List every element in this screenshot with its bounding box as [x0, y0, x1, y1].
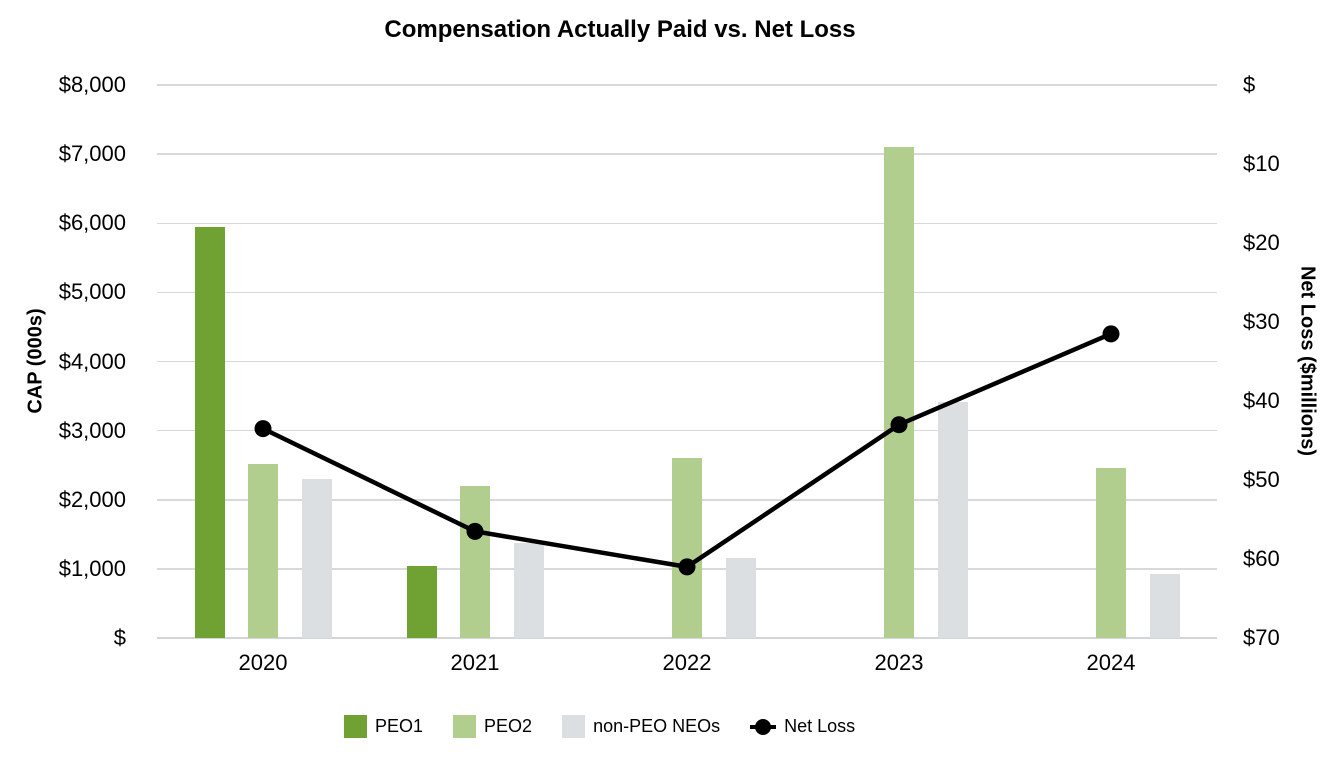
left-axis-tick-label: $6,000: [58, 210, 126, 236]
left-axis-tick-label: $: [113, 625, 126, 650]
legend-item-peo2: PEO2: [453, 715, 532, 738]
bar-peo2-2022: [672, 458, 702, 638]
left-axis-tick-label: $1,000: [58, 555, 126, 581]
legend-swatch-icon: [453, 715, 477, 738]
bar-non-peo-neos-2021: [513, 543, 544, 638]
left-axis-tick-label: $8,000: [58, 72, 126, 97]
chart-title: Compensation Actually Paid vs. Net Loss: [384, 16, 856, 43]
right-axis-tick-label: $20: [1243, 230, 1280, 255]
gridline: [157, 291, 1217, 294]
gridline: [157, 153, 1217, 155]
right-axis-tick-label: $60: [1243, 546, 1280, 571]
legend-swatch-icon: [344, 715, 367, 738]
right-axis-tick-label: $40: [1243, 388, 1280, 413]
legend-item-peo1: PEO1: [344, 715, 423, 738]
gridline: [157, 222, 1217, 224]
x-axis-line: [157, 637, 1217, 640]
left-axis-tick-label: $2,000: [58, 486, 126, 512]
left-axis-tick-label: $4,000: [58, 348, 126, 374]
x-axis-label-2021: 2021: [450, 650, 500, 675]
left-axis-tick-label: $3,000: [58, 417, 126, 443]
x-axis-label-2022: 2022: [662, 650, 712, 675]
gridline: [157, 84, 1217, 86]
bar-peo1-2021: [407, 566, 437, 638]
right-axis-tick-label: $30: [1243, 309, 1280, 334]
right-axis-tick-label: $50: [1243, 467, 1280, 492]
legend-swatch-icon: [562, 715, 586, 738]
x-axis-label-2024: 2024: [1086, 650, 1136, 675]
bar-peo2-2021: [460, 485, 490, 638]
net-loss-point-2024: [1102, 325, 1120, 343]
bar-peo2-2024: [1096, 467, 1126, 638]
left-axis-tick-label: $5,000: [58, 279, 126, 305]
bar-non-peo-neos-2020: [301, 479, 332, 638]
legend-item-non-peo-neos: non-PEO NEOs: [562, 715, 720, 738]
legend-line-marker-icon: [750, 715, 777, 738]
bar-peo2-2020: [248, 463, 278, 638]
bar-peo2-2023: [884, 147, 914, 638]
right-axis-tick-label: $: [1243, 72, 1256, 97]
x-axis-label-2020: 2020: [238, 650, 288, 675]
legend-label: Net Loss: [784, 716, 856, 736]
x-axis-label-2023: 2023: [874, 650, 924, 675]
right-axis-tick-label: $70: [1243, 625, 1280, 650]
bar-non-peo-neos-2024: [1149, 573, 1180, 638]
left-axis-tick-label: $7,000: [58, 141, 126, 167]
legend-item-net-loss: Net Loss: [750, 715, 855, 738]
legend-label: PEO2: [484, 716, 533, 736]
legend-label: non-PEO NEOs: [593, 716, 721, 736]
bar-non-peo-neos-2023: [937, 402, 968, 638]
right-axis-tick-label: $10: [1243, 151, 1280, 176]
bar-non-peo-neos-2022: [725, 557, 756, 638]
gridline: [157, 429, 1217, 432]
legend: PEO1 PEO2 non-PEO NEOs Net Loss: [344, 715, 855, 738]
bar-peo1-2020: [195, 226, 225, 638]
gridline: [157, 360, 1217, 363]
legend-label: PEO1: [375, 716, 424, 736]
right-axis-title: Net Loss ($millions): [1296, 265, 1319, 457]
net-loss-point-2020: [254, 420, 272, 438]
